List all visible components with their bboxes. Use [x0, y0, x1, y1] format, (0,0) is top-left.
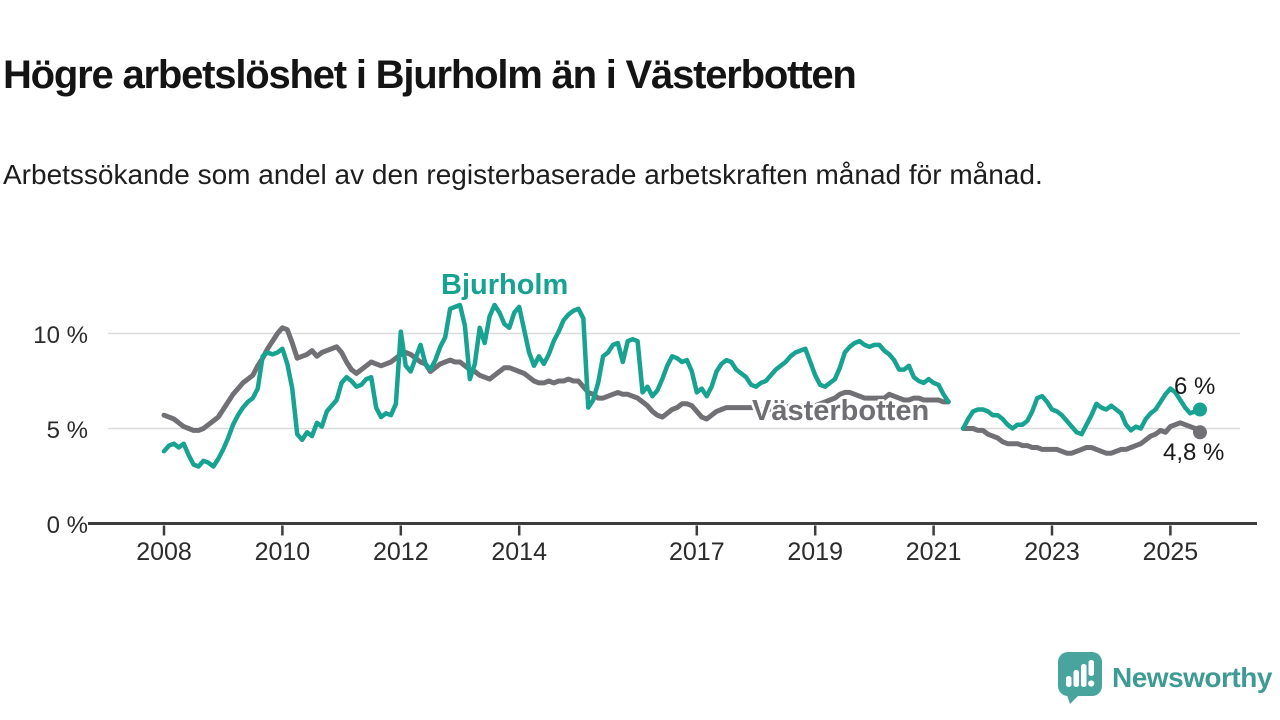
- x-tick-label: 2023: [1024, 538, 1080, 566]
- västerbotten-line: [161, 325, 951, 433]
- x-tick-label: 2012: [372, 538, 429, 566]
- västerbotten-end-dot: [1193, 425, 1207, 440]
- newsworthy-logo-icon: [1058, 652, 1102, 704]
- x-tick-label: 2025: [1142, 538, 1199, 566]
- bjurholm-series-label: Bjurholm: [441, 269, 569, 301]
- x-tick-label: 2014: [491, 538, 547, 566]
- vasterbotten-end-value-label: 4,8 %: [1163, 439, 1225, 466]
- x-tick-label: 2010: [254, 538, 311, 566]
- newsworthy-logo-text: Newsworthy: [1112, 662, 1272, 693]
- y-tick-label: 10 %: [33, 321, 88, 349]
- bjurholm-end-dot: [1193, 402, 1207, 417]
- bjurholm-line: [960, 386, 1203, 437]
- y-tick-label: 0 %: [46, 511, 88, 539]
- newsworthy-logo: Newsworthy: [1058, 652, 1272, 704]
- y-tick-label: 5 %: [46, 416, 88, 444]
- page-title: Högre arbetslöshet i Bjurholm än i Väste…: [3, 52, 857, 97]
- x-tick-label: 2021: [905, 538, 962, 566]
- x-tick-label: 2019: [787, 538, 843, 566]
- x-tick-label: 2017: [668, 538, 725, 566]
- chart-subtitle: Arbetssökande som andel av den registerb…: [3, 159, 1043, 190]
- vasterbotten-series-label: Västerbotten: [752, 395, 930, 427]
- bjurholm-line: [161, 302, 951, 469]
- x-tick-label: 2008: [136, 538, 192, 566]
- bjurholm-end-value-label: 6 %: [1174, 373, 1216, 400]
- västerbotten-line: [960, 420, 1203, 456]
